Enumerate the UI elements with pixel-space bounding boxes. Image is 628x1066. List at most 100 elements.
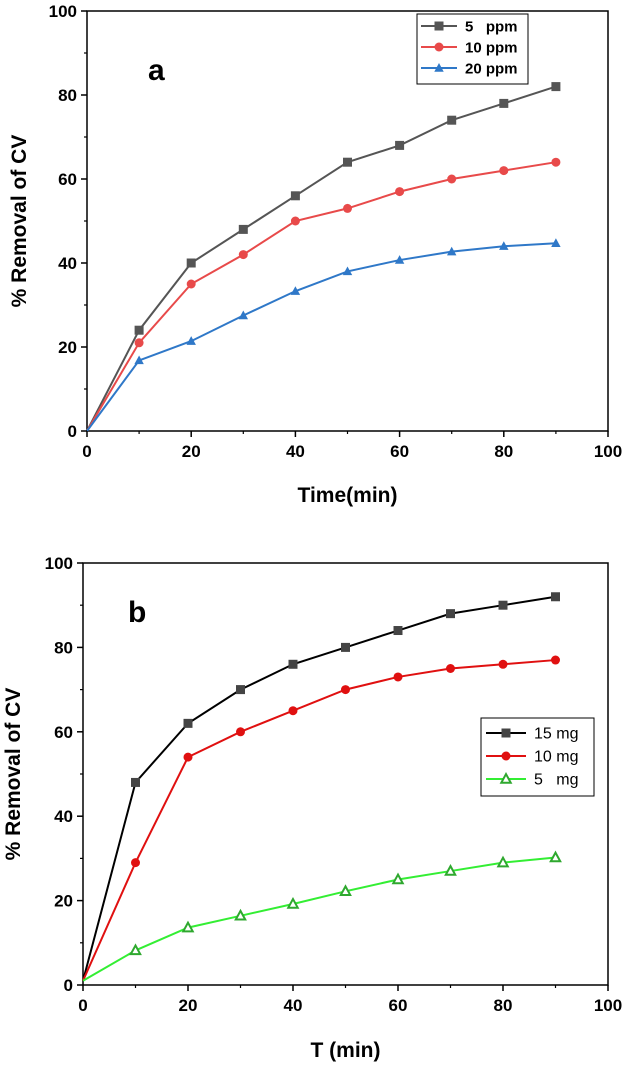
x-axis-title: T (min): [311, 1039, 381, 1062]
data-point-circle: [447, 174, 457, 184]
legend-label: 15 mg: [534, 726, 578, 743]
series-line: [82, 595, 556, 982]
data-point-circle: [341, 685, 350, 695]
chart-panel-b: 0 20 40 60 80 100 0 20 40 60 80 100 b T (min) % Rem…: [2, 554, 622, 1062]
data-point-square: [551, 82, 561, 92]
series-line: [86, 85, 557, 432]
y-tick-label: 60: [58, 170, 77, 189]
data-point-triangle: [186, 336, 196, 345]
legend: 5 ppm 10 ppm 20 ppm: [416, 13, 529, 85]
data-point-circle: [186, 279, 196, 289]
data-point-circle: [288, 706, 298, 716]
panel-label: b: [128, 596, 146, 629]
data-point-triangle: [238, 310, 249, 320]
legend-label: 20 ppm: [465, 61, 518, 78]
legend-label: 5 mg: [534, 772, 578, 789]
data-point-square: [238, 224, 248, 234]
x-tick-label: 0: [78, 996, 87, 1015]
y-axis-title: % Removal of CV: [8, 135, 31, 308]
y-tick-label: 20: [58, 338, 77, 357]
series-3: [86, 238, 561, 432]
plot-frame: [86, 10, 609, 432]
data-point-square: [498, 600, 508, 610]
y-axis-title: % Removal of CV: [2, 688, 25, 861]
x-tick-label: 100: [594, 442, 622, 461]
series-group: [86, 82, 561, 432]
data-point-triangle: [391, 872, 405, 885]
x-tick-label: 20: [179, 996, 198, 1015]
data-point-circle: [183, 752, 193, 762]
data-point-triangle: [551, 238, 561, 247]
tick-group: 0 20 40 60 80 100 0 20 40 60 80 100: [45, 554, 623, 1015]
tick-group: 0 20 40 60 80 100 0 20 40 60 80 100: [49, 2, 623, 461]
legend-label: 10 ppm: [465, 40, 518, 57]
data-point-circle: [551, 655, 560, 665]
data-point-triangle: [339, 884, 352, 897]
data-point-square: [134, 325, 144, 335]
x-tick-label: 80: [494, 996, 513, 1015]
data-point-circle: [501, 751, 511, 761]
data-point-square: [446, 609, 455, 619]
series-line: [82, 856, 556, 982]
data-point-square: [131, 777, 140, 787]
y-tick-label: 80: [54, 638, 73, 657]
y-tick-label: 60: [54, 723, 73, 742]
data-point-square: [447, 115, 457, 125]
data-point-square: [434, 21, 444, 31]
data-point-square: [236, 685, 245, 695]
series-group: [82, 592, 562, 982]
y-tick-label: 80: [58, 86, 77, 105]
data-point-circle: [395, 187, 405, 197]
data-point-square: [186, 258, 196, 268]
data-point-circle: [131, 858, 140, 868]
data-point-triangle: [129, 943, 142, 956]
data-point-circle: [236, 727, 245, 737]
data-point-square: [343, 157, 352, 167]
data-point-square: [501, 728, 511, 738]
legend: 15 mg 10 mg 5 mg: [480, 717, 595, 797]
data-point-circle: [498, 659, 508, 669]
data-point-circle: [290, 216, 300, 226]
data-point-circle: [499, 166, 509, 176]
y-tick-label: 40: [58, 254, 77, 273]
x-tick-label: 40: [284, 996, 303, 1015]
data-point-square: [395, 140, 405, 150]
data-point-circle: [343, 203, 352, 213]
data-point-circle: [434, 42, 444, 52]
series-1: [82, 592, 560, 982]
y-tick-label: 40: [54, 807, 73, 826]
data-point-square: [341, 642, 350, 652]
data-point-triangle: [181, 920, 195, 933]
data-point-triangle: [434, 63, 444, 72]
series-2: [86, 157, 561, 432]
data-point-triangle: [286, 896, 300, 909]
data-point-square: [288, 659, 298, 669]
series-2: [82, 655, 560, 982]
y-tick-label: 100: [45, 554, 73, 573]
panel-label: a: [148, 54, 165, 87]
data-point-triangle: [444, 864, 457, 876]
series-3: [82, 850, 562, 982]
data-point-circle: [393, 672, 403, 682]
data-point-triangle: [342, 266, 353, 276]
series-line: [86, 242, 556, 432]
legend-label: 10 mg: [534, 749, 578, 766]
series-line: [82, 659, 556, 982]
data-point-circle: [551, 157, 561, 167]
data-point-circle: [134, 338, 144, 348]
data-point-triangle: [234, 908, 247, 921]
y-tick-label: 100: [49, 2, 77, 21]
data-point-triangle: [499, 771, 513, 784]
x-axis-title: Time(min): [298, 484, 398, 507]
data-point-square: [393, 626, 403, 636]
data-point-triangle: [394, 255, 405, 264]
data-point-square: [499, 98, 509, 108]
x-tick-label: 60: [389, 996, 408, 1015]
data-point-triangle: [446, 246, 457, 256]
chart-panel-a: 0 20 40 60 80 100 0 20 40 60 80 100 a Time(min) % R…: [8, 2, 622, 507]
legend-label: 5 ppm: [465, 19, 518, 36]
x-tick-label: 100: [594, 996, 622, 1015]
data-point-square: [183, 718, 193, 728]
y-tick-label: 20: [54, 892, 73, 911]
